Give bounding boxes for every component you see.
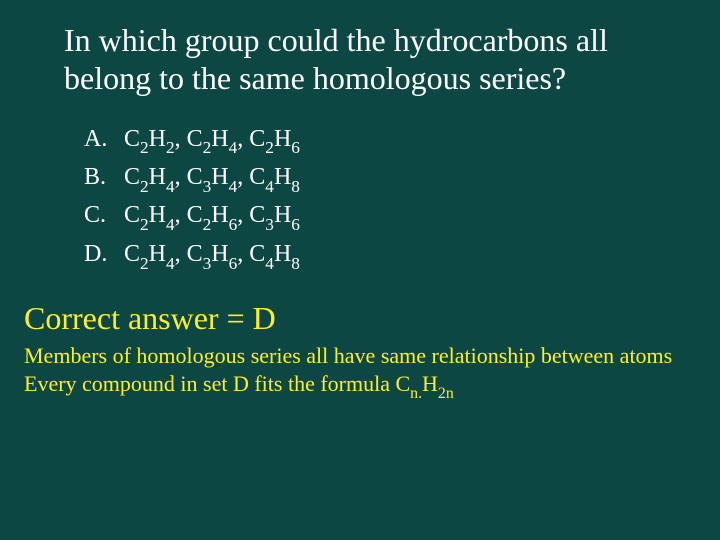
c-sub: 2 <box>203 215 212 234</box>
n-sub: n. <box>410 385 422 402</box>
h-sub: 4 <box>166 215 175 234</box>
h-sub: 6 <box>229 215 238 234</box>
explain-line2-prefix: Every compound in set D fits the formula… <box>24 371 410 396</box>
h-sub: 2 <box>166 138 175 157</box>
option-letter: B. <box>84 158 124 196</box>
c-sub: 2 <box>140 215 149 234</box>
c-sub: 2 <box>140 177 149 196</box>
h-sub: 8 <box>291 177 300 196</box>
option-letter: D. <box>84 235 124 273</box>
correct-answer: Correct answer = D <box>24 301 696 336</box>
twon-sub: 2n <box>438 385 454 402</box>
c-sub: 3 <box>203 254 212 273</box>
c-sub: 4 <box>265 177 274 196</box>
h-sub: 6 <box>291 138 300 157</box>
h-sub: 8 <box>291 254 300 273</box>
option-a: A. C2H2, C2H4, C2H6 <box>84 120 696 158</box>
c-sub: 4 <box>265 254 274 273</box>
option-d: D. C2H4, C3H6, C4H8 <box>84 235 696 273</box>
c-sub: 2 <box>140 254 149 273</box>
option-body: C2H4, C2H6, C3H6 <box>124 196 696 234</box>
explain-line1: Members of homologous series all have sa… <box>24 343 672 368</box>
option-body: C2H4, C3H6, C4H8 <box>124 235 696 273</box>
h-sub: 4 <box>166 177 175 196</box>
h-sub: 4 <box>229 138 238 157</box>
option-body: C2H2, C2H4, C2H6 <box>124 120 696 158</box>
explanation: Members of homologous series all have sa… <box>24 342 696 397</box>
explain-h: H <box>422 371 438 396</box>
h-sub: 4 <box>166 254 175 273</box>
option-letter: A. <box>84 120 124 158</box>
h-sub: 6 <box>229 254 238 273</box>
option-letter: C. <box>84 196 124 234</box>
c-sub: 2 <box>203 138 212 157</box>
h-sub: 4 <box>229 177 238 196</box>
c-sub: 3 <box>265 215 274 234</box>
c-sub: 2 <box>265 138 274 157</box>
option-body: C2H4, C3H4, C4H8 <box>124 158 696 196</box>
options-list: A. C2H2, C2H4, C2H6 B. C2H4, C3H4, C4H8 … <box>84 120 696 274</box>
option-b: B. C2H4, C3H4, C4H8 <box>84 158 696 196</box>
question-text: In which group could the hydrocarbons al… <box>64 22 696 98</box>
h-sub: 6 <box>291 215 300 234</box>
c-sub: 3 <box>203 177 212 196</box>
c-sub: 2 <box>140 138 149 157</box>
quiz-slide: In which group could the hydrocarbons al… <box>0 0 720 540</box>
option-c: C. C2H4, C2H6, C3H6 <box>84 196 696 234</box>
